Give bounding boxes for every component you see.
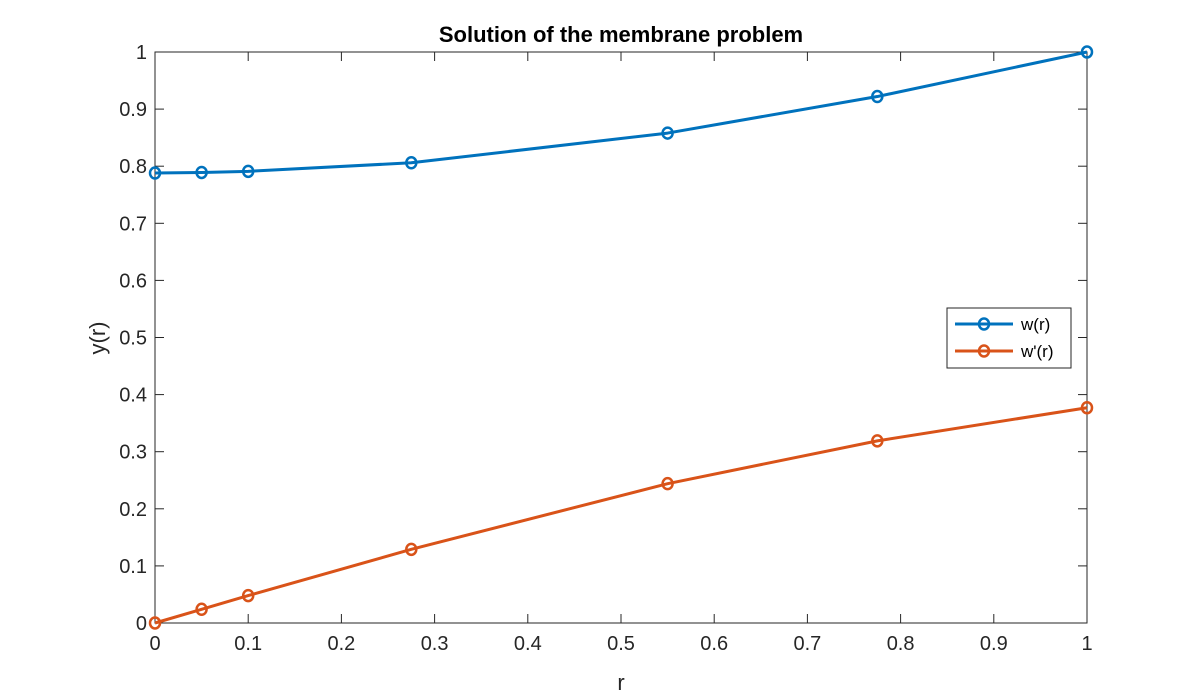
data-point-marker [405, 156, 418, 170]
y-tick-label: 0.9 [119, 99, 147, 121]
y-tick-label: 0 [136, 613, 147, 635]
x-tick-label: 0.1 [234, 633, 262, 655]
data-point-marker [871, 434, 884, 448]
y-tick-label: 0.3 [119, 442, 147, 464]
x-tick-label: 0.7 [793, 633, 821, 655]
legend-entry-label: w(r) [1020, 315, 1050, 334]
legend-marker-icon [977, 317, 991, 331]
data-point-marker [195, 602, 208, 617]
y-tick-label: 0.4 [119, 385, 147, 407]
data-point-marker [148, 616, 162, 630]
series-line-1 [154, 406, 1088, 625]
data-point-marker [661, 126, 674, 140]
y-tick-label: 0.8 [119, 156, 147, 178]
y-tick-label: 0.1 [119, 556, 147, 578]
axes-box [154, 51, 1088, 624]
x-tick-label: 0.5 [607, 633, 635, 655]
y-tick-label: 1 [136, 42, 147, 64]
x-tick-label: 0.9 [980, 633, 1008, 655]
x-tick-label: 0.4 [514, 633, 542, 655]
x-axis-label: r [617, 670, 624, 695]
legend-marker-icon [977, 344, 991, 358]
x-tick-label: 1 [1081, 633, 1092, 655]
y-tick-label: 0.5 [119, 328, 147, 350]
data-point-marker [661, 476, 674, 491]
data-point-marker [241, 164, 255, 179]
plot-area [154, 51, 1088, 624]
plot-series [148, 45, 1094, 630]
legend-entry-label: w'(r) [1020, 342, 1054, 361]
chart-title: Solution of the membrane problem [439, 22, 803, 47]
data-point-marker [195, 165, 208, 180]
y-tick-label: 0.6 [119, 270, 147, 292]
legend-box [946, 307, 1072, 369]
x-tick-label: 0 [149, 633, 160, 655]
data-point-marker [1080, 45, 1094, 59]
data-point-marker [241, 588, 255, 603]
x-tick-label: 0.6 [700, 633, 728, 655]
axis-ticks: 0 0.1 0.2 0.3 0.4 0.5 0.6 0.7 0.8 0.9 1 0 0.1 0.2 0.3 0… [119, 42, 1092, 655]
legend: w(r) w'(r) [946, 307, 1072, 369]
data-point-marker [405, 542, 418, 557]
x-tick-label: 0.3 [421, 633, 449, 655]
data-point-marker [1080, 400, 1094, 415]
x-tick-label: 0.8 [887, 633, 915, 655]
y-tick-label: 0.2 [119, 499, 147, 521]
y-axis-label: y(r) [85, 322, 110, 355]
data-point-marker [148, 166, 162, 180]
series-line-0 [154, 50, 1088, 175]
x-tick-label: 0.2 [327, 633, 355, 655]
data-point-marker [871, 89, 884, 104]
y-tick-label: 0.7 [119, 213, 147, 235]
